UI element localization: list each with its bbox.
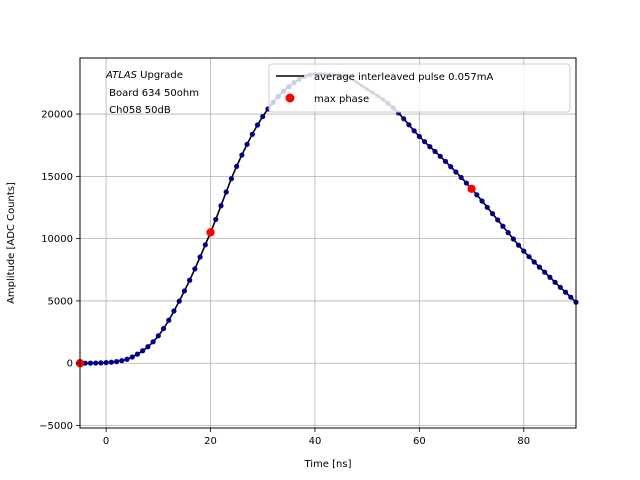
series-line-average-pulse (79, 73, 577, 365)
annotation-italic: ATLAS (105, 70, 138, 81)
data-point (119, 358, 125, 364)
data-point (166, 317, 172, 323)
data-point (103, 360, 109, 366)
data-point (421, 139, 428, 145)
data-point (448, 164, 454, 170)
data-point (228, 176, 235, 182)
data-point (223, 189, 229, 195)
y-tick-label: 0 (67, 359, 73, 370)
data-point (234, 163, 240, 169)
data-point (113, 359, 120, 365)
legend-label-max-phase: max phase (314, 94, 369, 105)
data-point (187, 277, 193, 283)
data-point (495, 217, 501, 223)
data-point (150, 339, 156, 345)
legend-dot-swatch (285, 93, 295, 103)
y-tick-label: 10000 (41, 234, 73, 245)
data-point (406, 122, 412, 128)
data-point (479, 198, 485, 204)
data-point (202, 242, 208, 248)
data-point (521, 248, 527, 254)
data-point (437, 153, 443, 159)
data-point (129, 354, 135, 360)
max-phase-point (467, 184, 476, 194)
data-point (500, 223, 506, 229)
plot-series (75, 71, 579, 368)
data-point (562, 289, 569, 295)
legend-box (268, 63, 571, 113)
data-point (239, 152, 245, 158)
data-point (557, 284, 563, 290)
legend-label-average-pulse: average interleaved pulse 0.057mA (314, 72, 493, 83)
data-point (260, 113, 266, 120)
x-tick-label: 20 (204, 436, 217, 447)
data-point (401, 116, 407, 122)
data-point (416, 133, 422, 140)
data-point (474, 192, 480, 198)
plot-annotation: ATLAS Upgrade Board 634 50ohm Ch058 50dB (105, 70, 199, 116)
data-point (442, 158, 449, 164)
data-point (463, 180, 469, 186)
data-point (411, 128, 417, 134)
data-point (124, 356, 130, 362)
data-point (536, 264, 543, 270)
data-point (192, 266, 198, 272)
y-tick-label: 15000 (41, 172, 73, 183)
data-point (145, 344, 151, 350)
legend: average interleaved pulse 0.057mA max ph… (268, 63, 571, 113)
y-tick-label: −5000 (39, 421, 73, 432)
plot-frame (79, 57, 577, 429)
data-point (453, 169, 459, 175)
data-point (526, 254, 532, 260)
data-point (176, 298, 182, 304)
data-point (98, 360, 104, 366)
grid-lines (80, 58, 576, 428)
data-point (427, 144, 433, 150)
data-point (458, 174, 464, 181)
data-point (547, 274, 553, 280)
annotation-line1: Upgrade (137, 70, 183, 81)
data-point (531, 259, 537, 265)
data-point (134, 351, 141, 357)
data-point (213, 216, 219, 223)
y-tick-label: 5000 (48, 296, 73, 307)
data-point (249, 131, 255, 137)
data-point (505, 230, 511, 236)
data-point (489, 211, 496, 217)
x-tick-label: 60 (413, 436, 426, 447)
data-point (484, 204, 490, 210)
y-axis-label: Amplitude [ADC Counts] (6, 182, 17, 304)
data-point (93, 360, 99, 366)
annotation-line2: Board 634 50ohm (106, 88, 199, 99)
data-point (171, 308, 177, 314)
data-point (87, 360, 94, 366)
data-point (197, 254, 203, 260)
data-point (160, 325, 167, 332)
data-point (218, 203, 224, 209)
x-tick-label: 40 (309, 436, 322, 447)
data-point (552, 279, 558, 285)
data-point (254, 122, 261, 128)
data-point (515, 242, 522, 248)
data-point (244, 141, 250, 147)
data-point (155, 333, 161, 339)
svg-text:ATLAS Upgrade: ATLAS Upgrade (105, 70, 183, 81)
data-point (568, 294, 574, 300)
annotation-line3: Ch058 50dB (106, 105, 171, 116)
data-point (510, 236, 516, 242)
data-point (432, 148, 438, 155)
max-phase-point (206, 228, 215, 237)
data-point (108, 359, 114, 365)
x-axis-label: Time [ns] (303, 459, 351, 470)
y-tick-label: 20000 (41, 110, 73, 121)
x-tick-label: 80 (517, 436, 530, 447)
data-point (181, 288, 188, 294)
data-point (542, 269, 548, 275)
data-point (140, 348, 146, 354)
axis-ticks: 0 20 40 60 80 −5000 0 5000 10000 15000 20000 (39, 110, 530, 447)
x-tick-label: 0 (103, 436, 109, 447)
